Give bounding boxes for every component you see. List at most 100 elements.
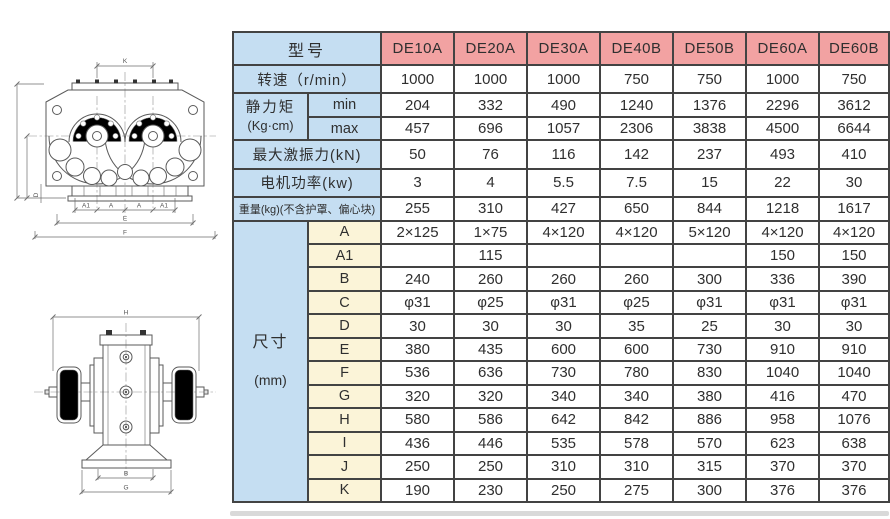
front-view-drawing: K D A1 A A A1 (14, 58, 218, 240)
value-cell (526, 242, 602, 269)
value-cell: 535 (526, 430, 602, 457)
value-cell: 490 (526, 92, 602, 118)
flanges (89, 357, 164, 434)
value-cell: 600 (599, 336, 675, 363)
value-cell: 150 (745, 242, 821, 269)
value-cell: 30 (380, 313, 456, 339)
table-row: G 320 320 340 340 380 416 470 (233, 383, 890, 410)
value-cell: 2296 (745, 92, 821, 118)
bearing-assembly-right (124, 113, 182, 148)
value-cell: 25 (672, 313, 748, 339)
model-header-cell: DE60A (745, 31, 821, 66)
value-cell: 390 (818, 266, 890, 292)
value-cell: 22 (745, 167, 821, 199)
value-cell: 2306 (599, 115, 675, 142)
dim-label-b: B (124, 471, 128, 478)
value-cell: 1617 (818, 196, 890, 222)
value-cell: 1076 (818, 407, 890, 433)
table-row: K 190 230 250 275 300 376 376 (233, 477, 890, 504)
value-cell: 1000 (745, 63, 821, 95)
value-cell: 1×75 (453, 219, 529, 246)
value-cell: 910 (745, 336, 821, 363)
dim-label-g: G (123, 485, 128, 492)
value-cell: 1218 (745, 196, 821, 222)
sub-label-cell: max (306, 115, 383, 142)
value-cell: 1000 (380, 63, 456, 95)
value-cell: 427 (526, 196, 602, 222)
value-cell: 370 (745, 454, 821, 480)
value-cell (672, 242, 748, 269)
value-cell: 910 (818, 336, 890, 363)
value-cell: 3838 (672, 115, 748, 142)
row-label-cell: 最大激振力(kN) (231, 139, 383, 170)
table-row: I 436 446 535 578 570 623 638 (233, 430, 890, 457)
base-plate (67, 185, 193, 202)
value-cell: 5.5 (526, 167, 602, 199)
model-header-cell: DE10A (380, 31, 456, 66)
value-cell: 30 (745, 313, 821, 339)
value-cell: 493 (745, 139, 821, 170)
value-cell: 30 (526, 313, 602, 339)
dim-label-h: H (124, 310, 129, 317)
value-cell: 696 (453, 115, 529, 142)
value-cell: 230 (453, 477, 529, 504)
table-row: max 457 696 1057 2306 3838 4500 6644 (233, 115, 890, 142)
sub-label-cell: C (306, 289, 383, 316)
value-cell: 730 (672, 336, 748, 363)
value-cell: 300 (672, 477, 748, 504)
bearing-assembly-left (68, 113, 126, 148)
table-row: A1 115 150 150 (233, 242, 890, 269)
value-cell: 204 (380, 92, 456, 118)
value-cell: 380 (380, 336, 456, 363)
dim-label-k: K (123, 58, 128, 65)
table-row: D 30 30 30 35 25 30 30 (233, 313, 890, 339)
value-cell: 4×120 (818, 219, 890, 246)
dim-label-a1-right: A1 (160, 203, 168, 210)
value-cell: φ25 (599, 289, 675, 316)
model-header-cell: DE20A (453, 31, 529, 66)
value-cell: 416 (745, 383, 821, 410)
value-cell: 336 (745, 266, 821, 292)
value-cell: 150 (818, 242, 890, 269)
value-cell: 30 (818, 313, 890, 339)
value-cell: 4×120 (745, 219, 821, 246)
value-cell: 410 (818, 139, 890, 170)
value-cell: 190 (380, 477, 456, 504)
value-cell: 750 (599, 63, 675, 95)
value-cell: 376 (818, 477, 890, 504)
value-cell: 30 (453, 313, 529, 339)
value-cell: 830 (672, 360, 748, 386)
table-row: 尺寸 (mm) A 2×125 1×75 4×120 4×120 5×120 4×120 4×12… (232, 219, 890, 504)
row-label-cell: 重量(kg)(不含护罩、偏心块) (231, 196, 383, 222)
dim-label-f: F (123, 230, 127, 237)
value-cell: 578 (599, 430, 675, 457)
dim-label-a1-left: A1 (82, 203, 90, 210)
value-cell: 250 (526, 477, 602, 504)
value-cell: 250 (380, 454, 456, 480)
value-cell: 457 (380, 115, 456, 142)
value-cell: 3612 (818, 92, 890, 118)
table-row: 电机功率(kw) 3 4 5.5 7.5 15 22 30 (231, 167, 890, 199)
value-cell: 1240 (599, 92, 675, 118)
sub-label-cell: I (306, 430, 383, 457)
value-cell: 300 (672, 266, 748, 292)
value-cell: 4×120 (526, 219, 602, 246)
value-cell: 1057 (526, 115, 602, 142)
value-cell: 3 (380, 167, 456, 199)
value-cell: 332 (453, 92, 529, 118)
table-row: E 380 435 600 600 730 910 910 (233, 336, 890, 363)
row-label-cell: 电机功率(kw) (231, 167, 383, 199)
group-label-cell: 静力矩 (Kg·cm) (232, 92, 309, 142)
side-view-drawing: H B G (34, 310, 216, 495)
value-cell: 340 (526, 383, 602, 410)
sub-label-cell: D (306, 313, 383, 339)
base-plate (81, 444, 172, 469)
model-header-cell: DE40B (599, 31, 675, 66)
value-cell: 275 (599, 477, 675, 504)
value-cell: 380 (672, 383, 748, 410)
dim-label-e: E (123, 216, 128, 223)
page-edge-shadow (230, 511, 889, 516)
sub-label-cell: A (306, 219, 383, 246)
